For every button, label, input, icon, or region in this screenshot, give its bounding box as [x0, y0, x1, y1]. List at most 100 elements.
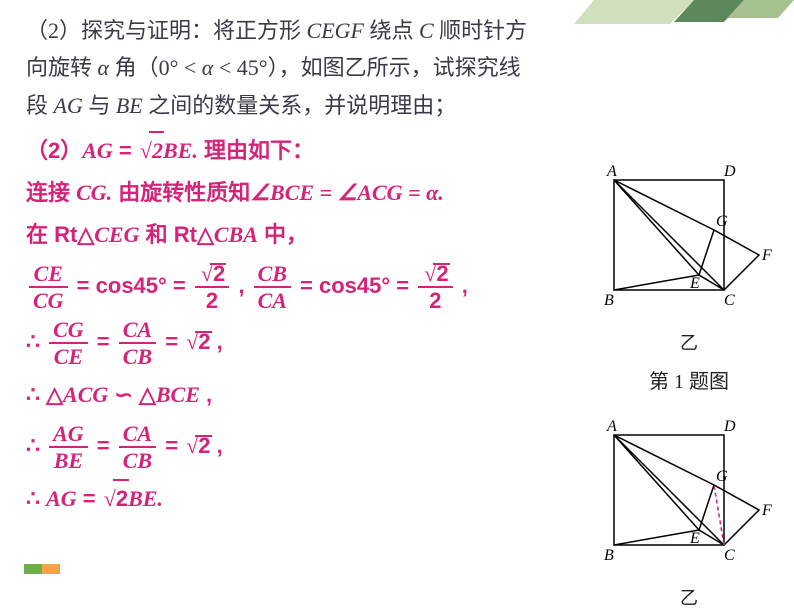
label-b: B — [604, 292, 614, 309]
alpha-1: α — [98, 55, 110, 80]
eq-7: = — [159, 433, 184, 458]
ans-6a: ∴ △ — [26, 382, 63, 407]
line-ag — [614, 180, 714, 230]
eq-3: = — [294, 272, 319, 297]
s4: 2 — [198, 433, 210, 458]
problem-text-3a: 段 — [26, 93, 54, 118]
ans-bce: BCE — [156, 382, 200, 407]
den-be: BE — [49, 448, 88, 472]
line-be-2 — [614, 530, 699, 545]
den-cg: CG — [29, 288, 68, 312]
den-2b: 2 — [418, 288, 452, 312]
den-cb2: CB — [119, 344, 156, 368]
s5: 2 — [116, 486, 128, 511]
alpha-2: α — [202, 55, 214, 80]
ans-3e: 中， — [258, 222, 308, 247]
label-d: D — [723, 163, 736, 180]
ans-1a: （2） — [26, 138, 82, 163]
ans-1e: 理由如下： — [198, 138, 314, 163]
therefore-2: ∴ — [26, 433, 46, 458]
l5end: , — [211, 329, 223, 354]
ans-8c: = — [77, 486, 102, 511]
frac-ce-cg: CE CG — [29, 262, 68, 312]
num-cb: CB — [254, 262, 291, 288]
line-ae — [614, 180, 699, 275]
ans-6e: , — [200, 382, 212, 407]
accent-orange — [42, 564, 60, 574]
problem-line-3: 段 AG 与 BE 之间的数量关系，并说明理由； — [26, 87, 774, 124]
frac-ca-cb: CA CB — [119, 318, 156, 368]
ans-ag: AG — [82, 138, 113, 163]
frac-ca-cb2: CA CB — [119, 422, 156, 472]
comma-2: , — [456, 272, 468, 297]
s3: 2 — [198, 329, 210, 354]
ans-6c: ∽ △ — [108, 382, 156, 407]
problem-text-3b: 与 — [83, 93, 116, 118]
ans-angles: ∠BCE = ∠ACG = α. — [250, 180, 443, 205]
frac-ag-be: AG BE — [49, 422, 88, 472]
ans-be2: BE. — [128, 486, 163, 511]
figure-bottom: A D B C E G F 乙 — [604, 415, 774, 610]
ans-cg: CG. — [76, 180, 112, 205]
line-be — [614, 275, 699, 290]
term-ag: AG — [54, 93, 83, 118]
geometry-figure-1: A D B C E G F — [604, 160, 774, 320]
header-decoration — [574, 0, 794, 60]
sqrt-3: √2 — [184, 330, 210, 354]
num-s2b: √2 — [418, 262, 452, 288]
ans-cba: CBA — [214, 222, 258, 247]
sqrt-1: √2 — [138, 130, 163, 172]
num-ca2: CA — [119, 318, 156, 344]
label-g-2: G — [716, 468, 728, 485]
eq-2: = — [71, 272, 96, 297]
eq-5: = — [159, 329, 184, 354]
label-d-2: D — [723, 418, 736, 435]
label-f-2: F — [761, 502, 772, 519]
label-c: C — [724, 292, 735, 309]
term-cegf: CEGF — [307, 18, 364, 43]
problem-text-3c: 之间的数量关系，并说明理由； — [143, 93, 457, 118]
label-g: G — [716, 213, 728, 230]
l7end: , — [211, 433, 223, 458]
num-cg2: CG — [49, 318, 88, 344]
frac-cb-ca: CB CA — [254, 262, 291, 312]
den-ca: CA — [254, 288, 291, 312]
ans-be: BE. — [163, 138, 198, 163]
num-ag: AG — [49, 422, 88, 448]
problem-text-1a: （2）探究与证明：将正方形 — [26, 18, 307, 43]
figure-sub-1: 乙 — [604, 329, 774, 355]
num-s2a: √2 — [195, 262, 229, 288]
den-2a: 2 — [195, 288, 229, 312]
ans-3a: 在 Rt — [26, 222, 77, 247]
sqrt-val-1: 2 — [152, 138, 163, 163]
num-ca3: CA — [119, 422, 156, 448]
square-cegf-2 — [699, 485, 759, 545]
problem-text-2c: < 45°），如图乙所示，试探究线 — [213, 55, 520, 80]
eq-4: = — [91, 329, 116, 354]
label-e: E — [689, 275, 700, 292]
ans-3c: 和 Rt — [140, 222, 197, 247]
diag-ac-2 — [614, 435, 724, 545]
s2an: 2 — [213, 261, 225, 286]
cos45-1: cos45° = — [96, 272, 192, 297]
figure-caption: 第 1 题图 — [604, 365, 774, 394]
geometry-figure-2: A D B C E G F — [604, 415, 774, 575]
ans-8a: ∴ — [26, 486, 46, 511]
s2bn: 2 — [436, 261, 448, 286]
footer-accent — [24, 564, 60, 574]
therefore-1: ∴ — [26, 329, 46, 354]
term-be: BE — [116, 93, 143, 118]
den-ce2: CE — [49, 344, 88, 368]
accent-green — [24, 564, 42, 574]
term-c: C — [419, 18, 434, 43]
sqrt-5: √2 — [102, 478, 128, 520]
ans-acg: ACG — [63, 382, 108, 407]
ans-ag2: AG — [46, 486, 77, 511]
tri-2: △ — [197, 222, 214, 247]
figure-sub-2: 乙 — [604, 584, 774, 610]
square-cegf — [699, 230, 759, 290]
label-c-2: C — [724, 547, 735, 564]
ans-ceg: CEG — [94, 222, 139, 247]
label-a: A — [606, 163, 617, 180]
problem-text-1c: 顺时针方 — [434, 18, 528, 43]
